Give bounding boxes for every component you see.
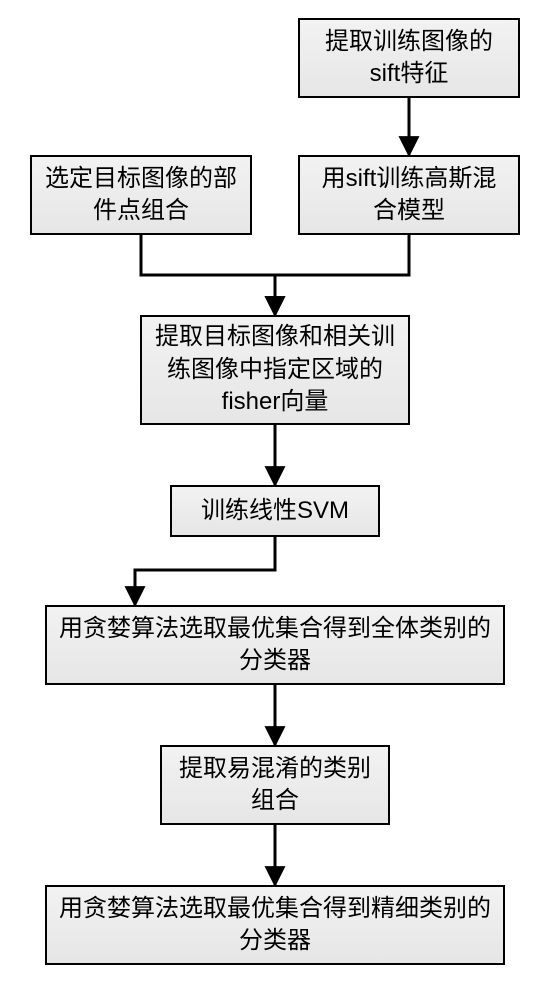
- flow-node-n8: 用贪婪算法选取最优集合得到精细类别的分类器: [45, 885, 505, 965]
- flow-node-n2: 用sift训练高斯混合模型: [298, 155, 520, 235]
- flow-node-n3: 选定目标图像的部件点组合: [30, 155, 252, 235]
- flowchart-canvas: 提取训练图像的sift特征用sift训练高斯混合模型 选定目标图像的部件点组合提取…: [0, 0, 545, 1000]
- flow-edge-n2-n4: [275, 235, 409, 315]
- flow-node-label: 提取易混淆的类别组合: [172, 753, 378, 818]
- flow-node-n7: 提取易混淆的类别组合: [160, 745, 390, 825]
- flow-edge-n5-n6: [135, 537, 275, 605]
- flow-node-label: 训练线性SVM: [201, 495, 349, 527]
- flow-node-n4: 提取目标图像和相关训练图像中指定区域的fisher向量: [140, 315, 410, 425]
- flow-node-n5: 训练线性SVM: [170, 485, 380, 537]
- flow-node-label: 用贪婪算法选取最优集合得到全体类别的分类器: [57, 613, 493, 678]
- flow-node-label: 用贪婪算法选取最优集合得到精细类别的分类器: [57, 893, 493, 958]
- flow-node-n1: 提取训练图像的sift特征: [298, 18, 520, 98]
- flow-node-n6: 用贪婪算法选取最优集合得到全体类别的分类器: [45, 605, 505, 685]
- flow-node-label: 提取目标图像和相关训练图像中指定区域的fisher向量: [152, 321, 398, 418]
- flow-node-label: 用sift训练高斯混合模型: [310, 163, 508, 228]
- flow-node-label: 提取训练图像的sift特征: [310, 26, 508, 91]
- flow-node-label: 选定目标图像的部件点组合: [42, 163, 240, 228]
- flow-edge-n3-n4: [141, 235, 275, 315]
